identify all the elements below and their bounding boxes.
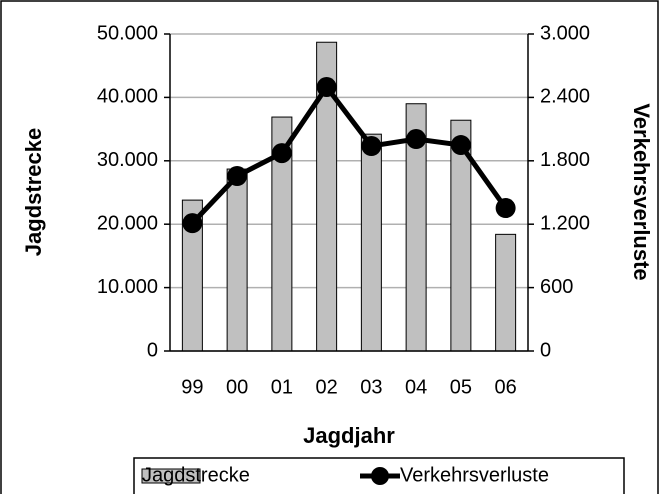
legend-label: Jagdstrecke <box>142 464 250 486</box>
bar <box>226 168 248 352</box>
y-tick-label: 30.000 <box>97 149 158 171</box>
legend-swatch <box>141 468 201 484</box>
marker <box>227 166 248 187</box>
y2-tick-label: 3.000 <box>540 22 590 44</box>
x-tick-label: 99 <box>181 376 203 398</box>
marker <box>495 198 516 219</box>
marker <box>406 129 427 150</box>
x-tick-label: 03 <box>360 376 382 398</box>
y-tick-label: 40.000 <box>97 86 158 108</box>
x-axis-title: Jagdjahr <box>303 423 395 448</box>
y2-tick-label: 2.400 <box>540 86 590 108</box>
y-tick-label: 0 <box>147 339 158 361</box>
x-tick-label: 00 <box>226 376 248 398</box>
marker <box>361 136 382 157</box>
marker <box>182 213 203 234</box>
y2-tick-label: 1.800 <box>540 149 590 171</box>
legend-label: Verkehrsverluste <box>400 464 549 486</box>
marker <box>271 143 292 164</box>
x-tick-label: 05 <box>450 376 472 398</box>
y-tick-label: 10.000 <box>97 276 158 298</box>
x-tick-label: 04 <box>405 376 427 398</box>
marker <box>450 135 471 156</box>
y-axis-title: Jagdstrecke <box>21 128 46 256</box>
bar <box>360 133 382 352</box>
marker <box>316 77 337 98</box>
y-tick-label: 50.000 <box>97 22 158 44</box>
bar <box>495 233 517 352</box>
legend-marker <box>371 467 389 485</box>
y2-axis-title: Verkehrsverluste <box>629 103 654 280</box>
y2-tick-label: 0 <box>540 339 551 361</box>
y2-tick-label: 1.200 <box>540 212 590 234</box>
y-tick-label: 20.000 <box>97 212 158 234</box>
x-tick-label: 02 <box>316 376 338 398</box>
y2-tick-label: 600 <box>540 276 573 298</box>
x-tick-label: 06 <box>495 376 517 398</box>
x-tick-label: 01 <box>271 376 293 398</box>
